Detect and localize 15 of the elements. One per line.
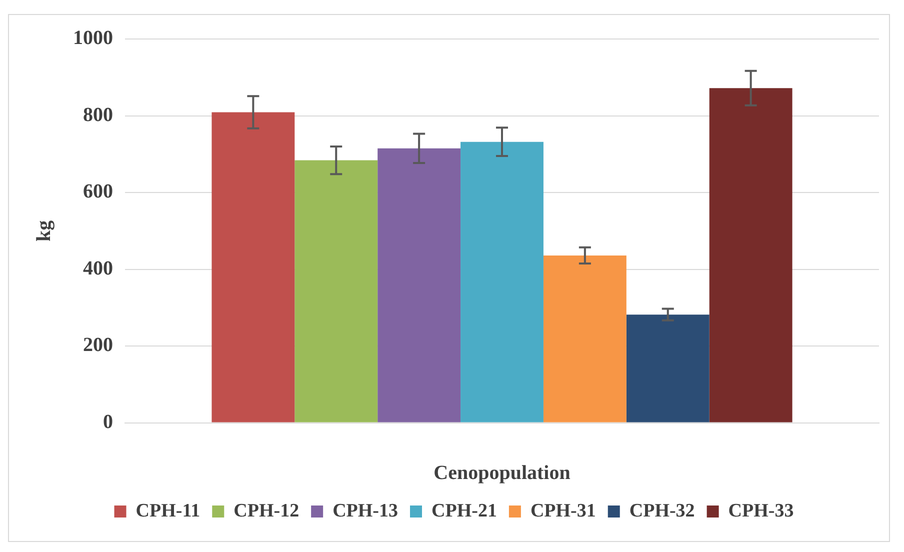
y-axis-title: kg bbox=[33, 220, 56, 242]
legend-label: CPH-12 bbox=[234, 500, 300, 522]
legend-label: CPH-31 bbox=[530, 500, 596, 522]
y-tick-label: 800 bbox=[83, 104, 113, 126]
y-tick-label: 0 bbox=[103, 410, 113, 433]
x-axis-title: Cenopopulation bbox=[434, 462, 570, 484]
y-tick-label: 400 bbox=[83, 257, 113, 280]
y-tick-label: 200 bbox=[83, 334, 113, 356]
legend-label: CPH-21 bbox=[432, 500, 497, 522]
y-tick-label: 600 bbox=[83, 180, 113, 203]
legend-label: CPH-13 bbox=[332, 500, 398, 522]
y-tick-label: 1000 bbox=[73, 27, 113, 50]
legend-label: CPH-32 bbox=[629, 500, 695, 522]
legend-label: CPH-11 bbox=[136, 500, 200, 522]
legend-label: CPH-33 bbox=[728, 500, 794, 522]
